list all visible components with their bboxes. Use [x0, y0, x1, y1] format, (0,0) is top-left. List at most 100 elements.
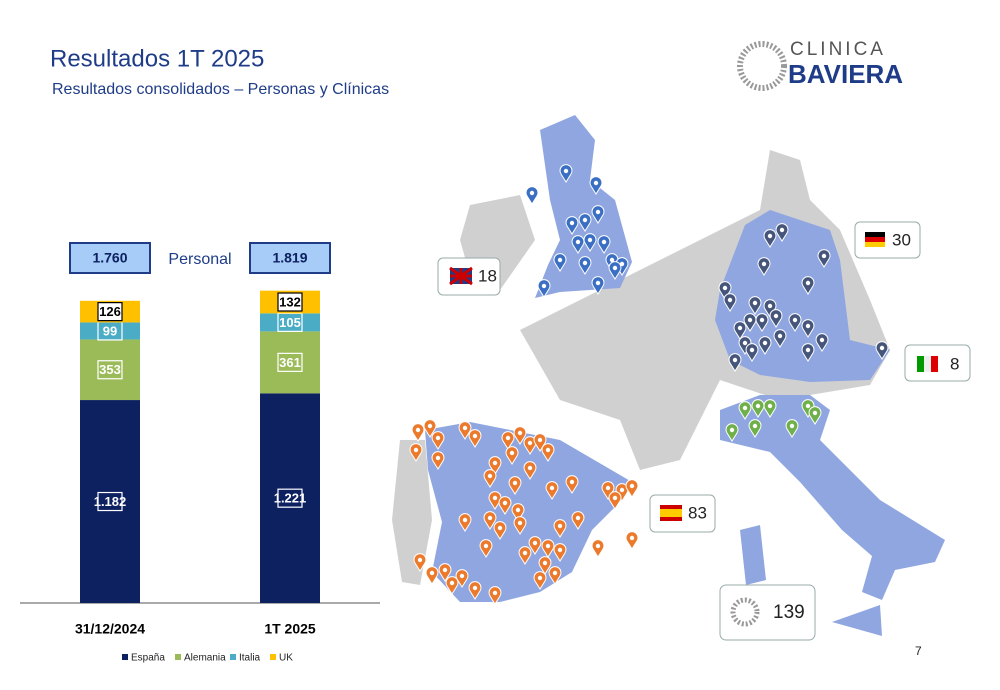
legend-swatch	[230, 654, 236, 660]
count: 83	[688, 503, 707, 522]
pin	[875, 341, 889, 360]
pin-dot	[515, 507, 521, 513]
pin	[728, 353, 742, 372]
pin-dot	[879, 345, 885, 351]
pin-dot	[629, 483, 635, 489]
value-label: 132	[279, 294, 301, 309]
pin	[763, 399, 777, 418]
pin	[409, 443, 423, 462]
label-box	[97, 302, 123, 322]
value-label: 99	[103, 323, 117, 338]
count: 8	[950, 354, 959, 373]
pin	[625, 479, 639, 498]
pin	[775, 223, 789, 242]
pin	[591, 205, 605, 224]
pin-dot	[502, 500, 508, 506]
pin	[455, 569, 469, 588]
pin	[565, 216, 579, 235]
pin-dot	[742, 405, 748, 411]
pin-dot	[569, 220, 575, 226]
pin-dot	[737, 325, 743, 331]
italy-region	[720, 395, 945, 600]
pin-dot	[805, 323, 811, 329]
pin-dot	[492, 590, 498, 596]
pin	[483, 511, 497, 530]
pin	[608, 261, 622, 280]
bar-segment	[260, 393, 320, 603]
pin-dot	[545, 543, 551, 549]
pin-dot	[415, 427, 421, 433]
pin	[589, 176, 603, 195]
bar-segment	[260, 331, 320, 394]
pin-dot	[595, 280, 601, 286]
pin-dot	[593, 180, 599, 186]
value-label: 361	[279, 355, 301, 370]
pin-dot	[537, 575, 543, 581]
pin-dot	[792, 317, 798, 323]
pin-dot	[773, 313, 779, 319]
pin	[533, 571, 547, 590]
pin	[785, 419, 799, 438]
pin-dot	[549, 485, 555, 491]
pin	[553, 543, 567, 562]
label-box	[97, 491, 123, 512]
pin-dot	[483, 543, 489, 549]
pin-dot	[575, 515, 581, 521]
legend-label: UK	[279, 653, 293, 664]
pin	[505, 446, 519, 465]
pin	[483, 469, 497, 488]
count: 139	[773, 602, 805, 623]
pin-dot	[777, 333, 783, 339]
label-box	[277, 292, 303, 312]
pin	[591, 276, 605, 295]
land	[392, 440, 432, 585]
pin-dot	[805, 347, 811, 353]
pin-dot	[619, 487, 625, 493]
pin-dot	[527, 440, 533, 446]
pin	[578, 213, 592, 232]
legend-swatch	[270, 654, 276, 660]
pin	[523, 461, 537, 480]
pin	[769, 309, 783, 328]
pin	[748, 296, 762, 315]
pin	[788, 313, 802, 332]
pin-dot	[779, 227, 785, 233]
pin-dot	[487, 473, 493, 479]
pin	[578, 256, 592, 275]
pin	[757, 257, 771, 276]
pin-dot	[767, 233, 773, 239]
pin	[601, 481, 615, 500]
flag	[931, 356, 938, 372]
pin-dot	[582, 260, 588, 266]
pin	[468, 429, 482, 448]
pin-dot	[557, 523, 563, 529]
label-box	[277, 488, 303, 508]
pin	[413, 553, 427, 572]
pin-dot	[417, 557, 423, 563]
pin	[763, 299, 777, 318]
total-label: 1.760	[92, 250, 127, 266]
pin	[423, 419, 437, 438]
pin-dot	[527, 465, 533, 471]
value-label: 105	[279, 315, 301, 330]
pin	[608, 491, 622, 510]
pin-dot	[722, 285, 728, 291]
pin	[501, 431, 515, 450]
pin	[738, 401, 752, 420]
count-box: 30	[854, 221, 921, 259]
pin	[763, 229, 777, 248]
pin	[498, 496, 512, 515]
pin	[431, 451, 445, 470]
label-box	[277, 352, 303, 372]
flag	[917, 356, 924, 372]
pin	[425, 566, 439, 585]
pin	[537, 279, 551, 298]
pin-dot	[629, 535, 635, 541]
total-box	[249, 242, 331, 274]
pin-dot	[541, 283, 547, 289]
flag	[865, 232, 885, 237]
pin	[488, 586, 502, 605]
pin	[817, 249, 831, 268]
pin	[493, 521, 507, 540]
total-label: 1.819	[272, 250, 307, 266]
